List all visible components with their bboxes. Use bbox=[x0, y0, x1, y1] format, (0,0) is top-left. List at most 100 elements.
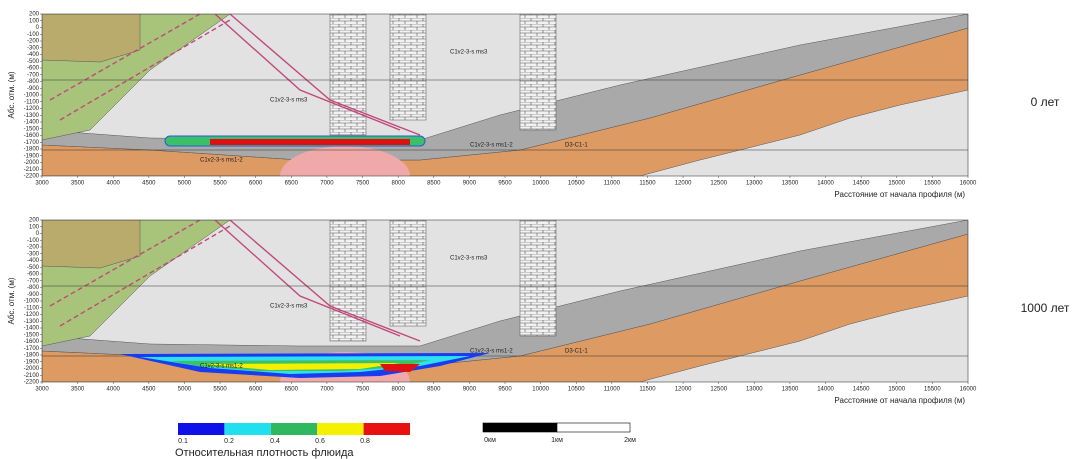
x-tick-label: 13500 bbox=[782, 181, 799, 187]
y-tick-label: 100 bbox=[29, 224, 40, 230]
y-tick-label: -1200 bbox=[24, 106, 40, 112]
x-tick-label: 11500 bbox=[639, 387, 656, 393]
formation-label: D3-C1-1 bbox=[565, 143, 588, 149]
y-tick-label: -200 bbox=[27, 39, 40, 45]
x-tick-label: 4000 bbox=[107, 181, 121, 187]
colorbar-tick-label: 0.2 bbox=[224, 438, 234, 445]
x-tick-label: 12500 bbox=[710, 387, 727, 393]
x-tick-label: 15000 bbox=[888, 387, 905, 393]
panel: C1v2-3-s ms3C1v2-3-s ms3C1v2-3-s ms1-2C1… bbox=[7, 218, 1070, 406]
y-tick-label: -2100 bbox=[24, 373, 40, 379]
y-tick-label: -900 bbox=[27, 86, 40, 92]
x-tick-label: 11000 bbox=[604, 181, 621, 187]
x-axis-label: Расстояние от начала профиля (м) bbox=[834, 396, 965, 405]
colorbar-label: Относительная плотность флюида bbox=[175, 447, 354, 459]
colorbar-segment bbox=[271, 423, 317, 435]
x-tick-label: 5000 bbox=[178, 387, 192, 393]
formation-label: C1v2-3-s ms1-2 bbox=[470, 143, 513, 149]
x-tick-label: 6500 bbox=[285, 181, 299, 187]
limestone-column bbox=[330, 14, 366, 135]
y-tick-label: -100 bbox=[27, 32, 40, 38]
x-tick-label: 16000 bbox=[960, 387, 977, 393]
x-tick-label: 10500 bbox=[568, 181, 585, 187]
scale-bar-black bbox=[483, 423, 557, 432]
y-tick-label: -1800 bbox=[24, 353, 40, 359]
y-tick-label: -2200 bbox=[24, 380, 40, 386]
x-tick-label: 9000 bbox=[463, 387, 477, 393]
y-tick-label: -1500 bbox=[24, 332, 40, 338]
y-tick-label: 0 bbox=[36, 231, 40, 237]
x-tick-label: 9000 bbox=[463, 181, 477, 187]
x-tick-label: 3500 bbox=[71, 387, 85, 393]
y-tick-label: -1800 bbox=[24, 147, 40, 153]
x-tick-label: 3500 bbox=[71, 181, 85, 187]
y-tick-label: -100 bbox=[27, 238, 40, 244]
x-tick-label: 7500 bbox=[356, 181, 370, 187]
y-tick-label: -1000 bbox=[24, 299, 40, 305]
x-tick-label: 4500 bbox=[142, 181, 156, 187]
formation-label: C1v2-3-s ms3 bbox=[450, 50, 488, 56]
x-tick-label: 8000 bbox=[391, 387, 405, 393]
y-tick-label: -1900 bbox=[24, 153, 40, 159]
x-tick-label: 8000 bbox=[391, 181, 405, 187]
x-tick-label: 10000 bbox=[532, 387, 549, 393]
x-tick-label: 10500 bbox=[568, 387, 585, 393]
y-tick-label: -400 bbox=[27, 52, 40, 58]
y-tick-label: -400 bbox=[27, 258, 40, 264]
y-tick-label: -2000 bbox=[24, 366, 40, 372]
y-tick-label: 0 bbox=[36, 25, 40, 31]
y-tick-label: -800 bbox=[27, 79, 40, 85]
x-tick-label: 3000 bbox=[35, 181, 49, 187]
colorbar-tick-label: 0.8 bbox=[360, 438, 370, 445]
x-tick-label: 13500 bbox=[782, 387, 799, 393]
y-tick-label: -1600 bbox=[24, 133, 40, 139]
time-label: 0 лет bbox=[1031, 95, 1060, 109]
y-tick-label: 100 bbox=[29, 18, 40, 24]
y-tick-label: -1500 bbox=[24, 126, 40, 132]
time-label: 1000 лет bbox=[1021, 301, 1070, 315]
x-tick-label: 12000 bbox=[675, 387, 692, 393]
y-tick-label: -1400 bbox=[24, 120, 40, 126]
y-tick-label: -900 bbox=[27, 292, 40, 298]
x-tick-label: 4000 bbox=[107, 387, 121, 393]
y-tick-label: -1700 bbox=[24, 346, 40, 352]
x-tick-label: 10000 bbox=[532, 181, 549, 187]
scale-bar-label: 0км bbox=[484, 437, 496, 444]
x-tick-label: 15000 bbox=[888, 181, 905, 187]
scale-bar-label: 2км bbox=[624, 437, 636, 444]
x-tick-label: 6000 bbox=[249, 181, 263, 187]
x-tick-label: 9500 bbox=[498, 387, 512, 393]
colorbar-tick-label: 0.1 bbox=[178, 438, 188, 445]
x-tick-label: 12000 bbox=[675, 181, 692, 187]
y-tick-label: -700 bbox=[27, 278, 40, 284]
y-tick-label: -2000 bbox=[24, 160, 40, 166]
x-axis-label: Расстояние от начала профиля (м) bbox=[834, 190, 965, 199]
y-tick-label: -600 bbox=[27, 66, 40, 72]
x-tick-label: 5000 bbox=[178, 181, 192, 187]
y-tick-label: -1600 bbox=[24, 339, 40, 345]
y-tick-label: -200 bbox=[27, 245, 40, 251]
y-tick-label: -2100 bbox=[24, 167, 40, 173]
formation-label: D3-C1-1 bbox=[565, 349, 588, 355]
y-tick-label: -1100 bbox=[24, 305, 40, 311]
y-tick-label: -300 bbox=[27, 45, 40, 51]
y-tick-label: -2200 bbox=[24, 174, 40, 180]
y-tick-label: -1700 bbox=[24, 140, 40, 146]
limestone-column bbox=[390, 14, 426, 120]
y-tick-label: -1900 bbox=[24, 359, 40, 365]
x-tick-label: 7000 bbox=[320, 181, 334, 187]
limestone-column bbox=[330, 220, 366, 341]
y-tick-label: -500 bbox=[27, 265, 40, 271]
y-axis-label: Абс. отм. (м) bbox=[7, 71, 16, 118]
y-tick-label: -700 bbox=[27, 72, 40, 78]
fluid-core bbox=[210, 139, 410, 145]
x-tick-label: 15500 bbox=[924, 181, 941, 187]
x-tick-label: 12500 bbox=[710, 181, 727, 187]
y-tick-label: -1000 bbox=[24, 93, 40, 99]
y-tick-label: -1200 bbox=[24, 312, 40, 318]
scale-bar-label: 1км bbox=[551, 437, 563, 444]
x-tick-label: 3000 bbox=[35, 387, 49, 393]
